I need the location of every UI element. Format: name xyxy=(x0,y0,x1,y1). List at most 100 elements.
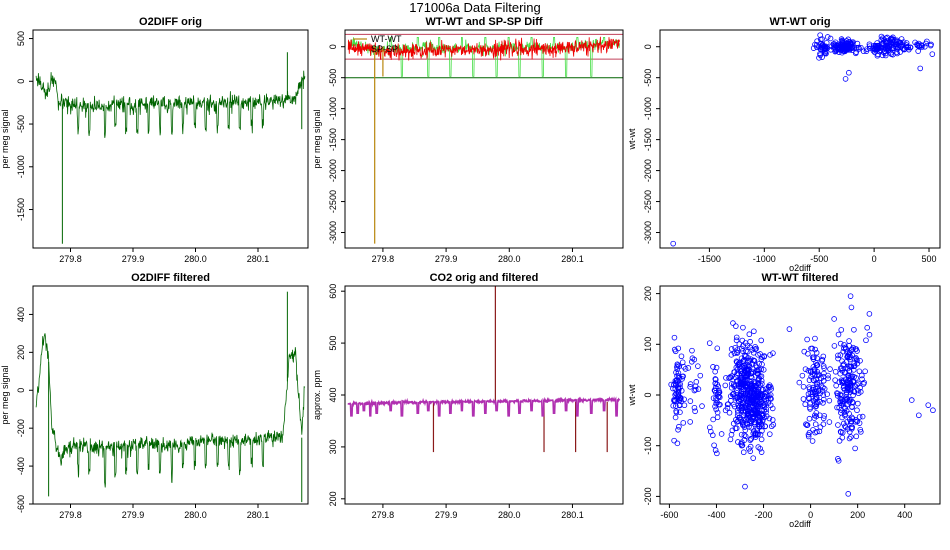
panel-o2diff-filtered: O2DIFF filtered 279.8 279.9 280.0 280.1 400 20… xyxy=(0,272,309,520)
plot-frame xyxy=(32,29,309,249)
scatter-point xyxy=(676,402,683,409)
scatter-point xyxy=(817,424,824,430)
scatter-point xyxy=(759,428,765,434)
scatter-point xyxy=(812,346,818,353)
scatter-point xyxy=(691,387,698,394)
scatter-point xyxy=(757,402,763,408)
scatter-point xyxy=(755,409,762,416)
y-tick-label: -1500 xyxy=(16,198,26,221)
scatter-point xyxy=(672,386,679,392)
scatter-point xyxy=(836,438,843,444)
y-tick-label: 300 xyxy=(328,439,338,454)
y-tick-label: 0 xyxy=(643,44,653,49)
scatter-point xyxy=(680,420,687,426)
x-tick-label: 0 xyxy=(872,254,877,264)
scatter-point xyxy=(824,391,830,397)
plot-area xyxy=(35,291,306,503)
scatter-point xyxy=(736,398,742,405)
y-tick-label: -200 xyxy=(16,419,26,437)
scatter-point xyxy=(677,409,683,415)
scatter-point xyxy=(750,349,757,356)
scatter-point xyxy=(847,386,853,392)
scatter-point xyxy=(746,445,752,452)
scatter-point xyxy=(713,406,719,413)
scatter-point xyxy=(770,350,776,356)
scatter-point xyxy=(872,42,879,49)
scatter-point xyxy=(835,355,841,362)
scatter-point xyxy=(817,399,823,405)
scatter-point xyxy=(834,404,840,411)
scatter-point xyxy=(816,55,822,61)
scatter-point xyxy=(812,421,819,427)
scatter-point xyxy=(687,398,694,404)
y-tick-label: -1500 xyxy=(328,128,338,151)
panel-o2diff-orig: O2DIFF orig 279.8 279.9 280.0 280.1 500 0 -500 -… xyxy=(0,16,309,264)
scatter-point xyxy=(712,403,718,410)
scatter-point xyxy=(762,393,769,400)
scatter-point xyxy=(844,395,851,402)
scatter-point xyxy=(738,345,745,352)
scatter-point xyxy=(843,46,850,53)
scatter-point xyxy=(762,423,768,429)
scatter-point xyxy=(853,433,860,440)
scatter-point xyxy=(706,424,713,431)
x-tick-label: 279.9 xyxy=(435,254,458,264)
scatter-point xyxy=(676,423,682,430)
scatter-point xyxy=(739,337,746,344)
scatter-point xyxy=(759,386,766,393)
scatter-point xyxy=(750,455,756,461)
scatter-point xyxy=(730,320,736,326)
scatter-point xyxy=(722,407,729,414)
series-o2diff xyxy=(35,70,306,138)
scatter-point xyxy=(838,327,845,333)
scatter-point xyxy=(811,368,818,375)
scatter-point xyxy=(890,51,896,58)
scatter-point xyxy=(840,362,846,369)
scatter-point xyxy=(862,368,868,375)
scatter-point xyxy=(817,36,824,43)
scatter-point-outlier xyxy=(925,402,932,408)
scatter-point-outlier xyxy=(671,437,677,444)
scatter-point xyxy=(735,418,742,424)
scatter-point xyxy=(852,346,859,352)
scatter-point xyxy=(844,418,850,425)
scatter-point xyxy=(679,359,686,366)
scatter-point xyxy=(740,394,746,401)
scatter-point xyxy=(855,387,861,394)
scatter-point xyxy=(759,380,765,387)
scatter-point xyxy=(833,382,839,389)
scatter-point xyxy=(732,395,739,401)
scatter-point xyxy=(858,429,864,435)
scatter-point xyxy=(840,420,847,427)
scatter-point xyxy=(848,382,854,389)
scatter-point xyxy=(835,352,841,359)
scatter-point xyxy=(866,45,873,52)
scatter-point xyxy=(755,431,761,438)
scatter-point xyxy=(733,337,740,344)
x-tick-label: 279.9 xyxy=(122,254,145,264)
scatter-point xyxy=(880,46,886,53)
scatter-point xyxy=(900,39,907,45)
scatter-point xyxy=(714,414,721,421)
y-tick-label: -600 xyxy=(16,495,26,513)
scatter-point xyxy=(750,357,757,364)
scatter-point xyxy=(814,355,820,362)
scatter-point xyxy=(849,415,856,422)
scatter-point xyxy=(839,434,846,441)
scatter-point xyxy=(846,354,853,361)
scatter-point xyxy=(838,429,844,436)
panel-title: WT-WT filtered xyxy=(762,272,839,284)
scatter-point xyxy=(756,373,763,379)
scatter-point xyxy=(766,392,772,399)
scatter-point xyxy=(740,449,747,456)
scatter-point xyxy=(745,417,752,424)
y-tick-label: 0 xyxy=(16,388,26,393)
scatter-point xyxy=(813,395,819,402)
scatter-point xyxy=(882,48,888,55)
panel-title: O2DIFF filtered xyxy=(131,272,210,284)
x-tick-label: 279.8 xyxy=(372,254,395,264)
scatter-point xyxy=(733,358,740,365)
scatter-point xyxy=(735,439,741,445)
y-axis-label: per meg signal xyxy=(0,365,10,424)
scatter-point-outlier xyxy=(929,51,936,57)
